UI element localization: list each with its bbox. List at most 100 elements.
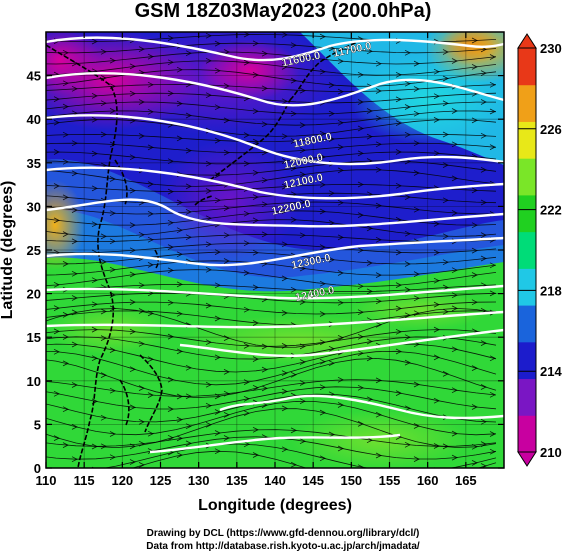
stream-arrow — [185, 147, 192, 154]
stream-arrow — [53, 281, 60, 288]
stream-arrow — [53, 217, 60, 224]
colorbar-tick-label: 214 — [540, 364, 562, 379]
stream-arrow — [404, 131, 411, 138]
stream-arrow — [442, 233, 449, 240]
stream-arrow — [281, 343, 288, 349]
stream-arrow — [243, 395, 250, 402]
stream-arrow — [167, 188, 174, 195]
stream-arrow — [71, 456, 78, 463]
stream-arrow — [290, 461, 297, 468]
streamline — [46, 169, 497, 187]
stream-arrow — [471, 64, 478, 70]
x-tick-label: 135 — [226, 473, 248, 488]
stream-arrow — [433, 397, 440, 404]
stream-arrow — [319, 208, 326, 215]
stream-arrow — [71, 238, 78, 245]
stream-arrow — [205, 402, 212, 409]
stream-arrow — [281, 98, 288, 105]
stream-arrow — [395, 249, 402, 256]
stream-arrow — [176, 452, 183, 458]
stream-arrow — [205, 188, 212, 194]
stream-arrow — [451, 108, 458, 114]
stream-arrow — [375, 321, 382, 328]
stream-arrow — [290, 286, 297, 293]
stream-arrow — [281, 241, 288, 248]
stream-arrow — [375, 115, 382, 122]
stream-arrow — [252, 194, 259, 200]
stream-arrow — [395, 282, 402, 288]
stream-arrow — [281, 370, 288, 376]
credit-line-1: Drawing by DCL (https://www.gfd-dennou.o… — [146, 528, 420, 539]
stream-arrow — [176, 199, 183, 206]
stream-arrow — [223, 117, 230, 124]
x-tick-label: 115 — [74, 473, 95, 488]
stream-arrow — [243, 160, 250, 167]
stream-arrow — [395, 348, 402, 355]
stream-arrow — [489, 355, 496, 362]
stream-arrow — [489, 144, 496, 150]
stream-arrow — [357, 150, 364, 157]
stream-arrow — [319, 33, 326, 40]
stream-arrow — [100, 131, 107, 138]
stream-arrow — [167, 299, 174, 306]
stream-arrow — [167, 267, 174, 274]
stream-arrow — [129, 247, 136, 254]
stream-arrow — [129, 366, 136, 373]
stream-arrow — [176, 416, 183, 423]
stream-arrow — [395, 96, 402, 103]
stream-arrow — [299, 147, 306, 154]
stream-arrow — [252, 249, 259, 256]
stream-arrow — [480, 384, 487, 390]
stream-arrow — [337, 270, 344, 276]
stream-arrow — [442, 75, 449, 82]
stream-arrow — [223, 390, 230, 397]
stream-arrow — [489, 81, 496, 88]
y-tick-label: 25 — [27, 243, 41, 258]
stream-arrow — [147, 53, 154, 60]
stream-arrow — [138, 282, 145, 289]
colorbar-tick-label: 210 — [540, 445, 562, 460]
streamline — [46, 133, 497, 143]
stream-arrow — [185, 234, 192, 241]
y-tick-label: 35 — [27, 156, 41, 171]
stream-arrow — [290, 110, 297, 117]
x-axis: 110 115 120 125 130 135 140 145 150 155 160 165 — [36, 32, 477, 488]
stream-arrow — [328, 82, 335, 88]
stream-arrow — [91, 38, 98, 45]
stream-arrow — [404, 80, 411, 87]
streamline — [46, 83, 497, 93]
stream-arrow — [413, 295, 420, 302]
stream-arrow — [71, 341, 78, 348]
stream-arrow — [357, 71, 364, 78]
colorbar-segment — [518, 415, 536, 453]
stream-arrow — [109, 305, 116, 312]
stream-arrow — [471, 37, 478, 44]
x-tick-label: 140 — [264, 473, 286, 488]
stream-arrow — [337, 445, 344, 452]
stream-arrow — [109, 347, 116, 353]
stream-arrow — [281, 388, 288, 395]
stream-arrow — [433, 117, 440, 123]
stream-arrow — [167, 376, 174, 383]
stream-arrow — [471, 247, 478, 254]
y-tick-label: 10 — [27, 374, 41, 389]
stream-arrow — [413, 206, 420, 213]
stream-arrow — [101, 474, 106, 479]
stream-arrow — [299, 232, 306, 239]
stream-arrow — [223, 335, 230, 341]
stream-arrow — [404, 261, 411, 267]
stream-arrow — [62, 442, 69, 448]
stream-arrow — [451, 346, 458, 353]
streamline — [46, 386, 497, 410]
colorbar-segment — [518, 341, 536, 380]
stream-arrow — [91, 221, 98, 228]
stream-arrow — [319, 280, 326, 287]
streamline — [46, 142, 497, 154]
stream-arrow — [129, 154, 136, 161]
stream-arrow — [290, 216, 297, 223]
streamline — [131, 450, 497, 468]
stream-arrow — [281, 133, 288, 140]
stream-arrow — [442, 162, 449, 168]
stream-arrow — [91, 185, 98, 192]
